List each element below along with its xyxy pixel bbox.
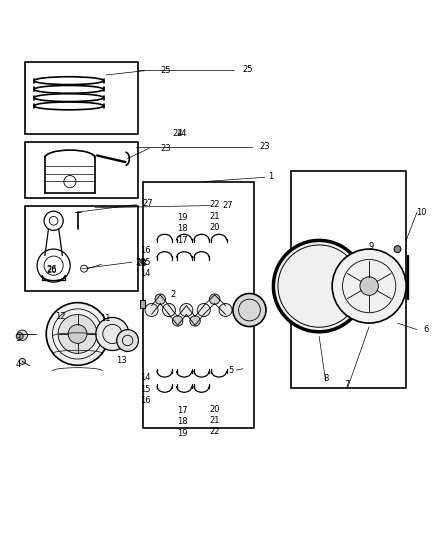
Text: 22: 22: [209, 200, 220, 209]
Text: 25: 25: [160, 66, 171, 75]
Text: 21: 21: [209, 416, 220, 425]
Circle shape: [233, 294, 266, 327]
Circle shape: [273, 240, 365, 332]
Text: 1: 1: [268, 172, 273, 181]
Text: 3: 3: [15, 334, 21, 343]
Text: 19: 19: [177, 429, 187, 438]
Text: 10: 10: [416, 207, 427, 216]
Circle shape: [219, 303, 232, 317]
Circle shape: [360, 277, 378, 295]
Text: 23: 23: [259, 142, 270, 151]
Circle shape: [173, 316, 183, 326]
Circle shape: [19, 358, 25, 365]
Text: 13: 13: [116, 356, 127, 365]
Circle shape: [190, 316, 200, 326]
Text: 15: 15: [140, 257, 150, 266]
Text: 19: 19: [177, 213, 187, 222]
Text: 26: 26: [46, 266, 57, 276]
Text: 8: 8: [323, 374, 328, 383]
Text: 17: 17: [177, 236, 187, 245]
Circle shape: [16, 333, 23, 340]
Text: 7: 7: [345, 379, 350, 389]
Text: 5: 5: [228, 367, 233, 375]
Text: 14: 14: [140, 373, 150, 382]
Bar: [25, 62, 138, 134]
Text: 28: 28: [136, 259, 147, 268]
Circle shape: [145, 303, 158, 317]
Bar: [140, 301, 145, 308]
Text: 24: 24: [177, 130, 187, 138]
Text: 27: 27: [223, 201, 233, 210]
Text: 2: 2: [171, 290, 176, 300]
Circle shape: [68, 325, 87, 343]
Circle shape: [58, 314, 97, 353]
Circle shape: [332, 249, 406, 323]
Circle shape: [209, 294, 220, 304]
Bar: [143, 182, 254, 427]
Circle shape: [155, 294, 166, 304]
Text: 18: 18: [177, 417, 187, 426]
Circle shape: [237, 303, 250, 317]
Text: 20: 20: [209, 405, 220, 414]
Text: 23: 23: [160, 143, 171, 152]
Text: 21: 21: [209, 212, 220, 221]
Text: 16: 16: [140, 246, 150, 255]
Text: 6: 6: [423, 325, 428, 334]
Text: 17: 17: [177, 406, 187, 415]
Circle shape: [96, 318, 129, 351]
Bar: [25, 142, 138, 198]
Text: 11: 11: [101, 314, 111, 323]
Text: 18: 18: [177, 224, 187, 233]
Circle shape: [117, 329, 138, 351]
Circle shape: [394, 246, 401, 253]
Circle shape: [180, 303, 193, 317]
Circle shape: [17, 330, 28, 341]
Text: 25: 25: [242, 65, 253, 74]
Text: 14: 14: [140, 269, 150, 278]
Bar: [291, 171, 406, 389]
Text: 15: 15: [140, 385, 150, 394]
Bar: [25, 206, 138, 292]
Circle shape: [197, 303, 210, 317]
Text: 9: 9: [369, 243, 374, 252]
Text: 27: 27: [143, 199, 153, 208]
Text: 26: 26: [46, 265, 57, 274]
Circle shape: [46, 303, 109, 365]
Text: 4: 4: [15, 360, 21, 369]
Text: 20: 20: [209, 223, 220, 232]
Text: 16: 16: [140, 396, 150, 405]
Circle shape: [162, 303, 176, 317]
Text: 24: 24: [173, 130, 183, 138]
Text: 12: 12: [55, 312, 65, 321]
Text: 22: 22: [209, 427, 220, 437]
Text: 28: 28: [135, 257, 146, 266]
